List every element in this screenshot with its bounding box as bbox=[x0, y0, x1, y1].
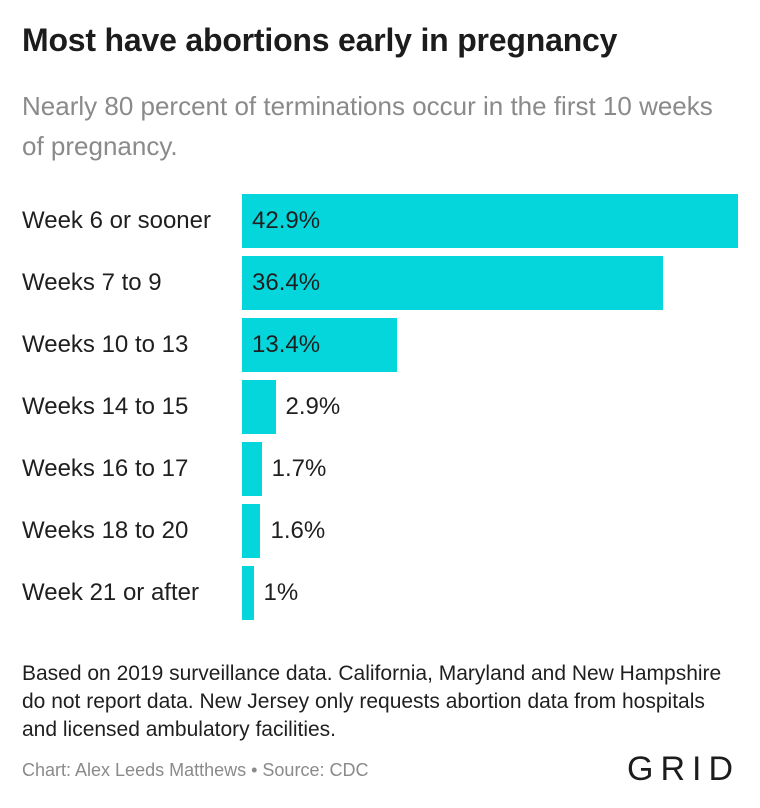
category-label: Weeks 16 to 17 bbox=[22, 455, 189, 482]
data-label: 1.6% bbox=[270, 517, 326, 544]
bar-row: Weeks 16 to 17 1.7% bbox=[0, 442, 760, 496]
data-label: 42.9% bbox=[252, 207, 321, 234]
category-label: Weeks 14 to 15 bbox=[22, 393, 189, 420]
bar bbox=[242, 566, 254, 620]
bar-chart: Week 6 or sooner 42.9% Weeks 7 to 9 36.4% We… bbox=[0, 194, 760, 624]
data-label: 1.7% bbox=[271, 455, 327, 482]
bar bbox=[242, 380, 276, 434]
bar bbox=[242, 442, 262, 496]
category-label: Weeks 7 to 9 bbox=[22, 269, 162, 296]
bar-row: Weeks 14 to 15 2.9% bbox=[0, 380, 760, 434]
chart-subtitle: Nearly 80 percent of terminations occur … bbox=[22, 91, 713, 161]
grid-logo: GRID bbox=[627, 750, 740, 788]
footnote: Based on 2019 surveillance data. Califor… bbox=[22, 662, 722, 741]
category-label: Week 21 or after bbox=[22, 579, 199, 606]
bar bbox=[242, 256, 663, 310]
category-label: Weeks 10 to 13 bbox=[22, 331, 189, 358]
data-label: 13.4% bbox=[252, 331, 321, 358]
data-label: 36.4% bbox=[252, 269, 321, 296]
category-label: Weeks 18 to 20 bbox=[22, 517, 189, 544]
bar-row: Week 21 or after 1% bbox=[0, 566, 760, 620]
bar-row: Week 6 or sooner 42.9% bbox=[0, 194, 760, 248]
bar bbox=[242, 504, 261, 558]
bar bbox=[242, 194, 738, 248]
bar-row: Weeks 18 to 20 1.6% bbox=[0, 504, 760, 558]
data-label: 1% bbox=[263, 579, 299, 606]
bar-row: Weeks 7 to 9 36.4% bbox=[0, 256, 760, 310]
bar bbox=[242, 318, 397, 372]
chart-credit: Chart: Alex Leeds Matthews • Source: CDC bbox=[22, 760, 369, 780]
bar-row: Weeks 10 to 13 13.4% bbox=[0, 318, 760, 372]
chart-title: Most have abortions early in pregnancy bbox=[22, 22, 618, 58]
category-label: Week 6 or sooner bbox=[22, 207, 211, 234]
data-label: 2.9% bbox=[285, 393, 341, 420]
